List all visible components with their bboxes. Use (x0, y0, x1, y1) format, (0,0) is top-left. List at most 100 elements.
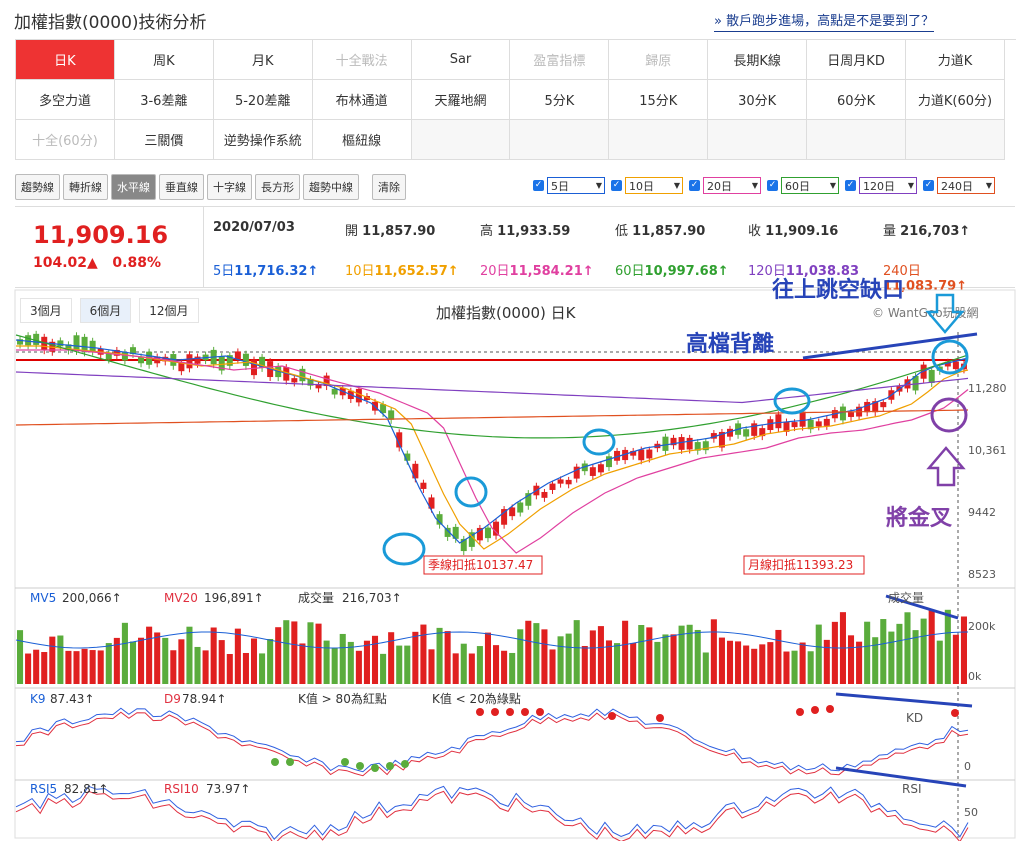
nav-item[interactable]: 30分K (708, 80, 808, 120)
candle-body (307, 378, 314, 386)
chart-text: 78.94↑ (182, 692, 226, 706)
draw-tool-button[interactable]: 垂直線 (159, 174, 204, 200)
low-label: 低 (615, 224, 629, 239)
nav-item[interactable]: 十全(60分) (16, 120, 115, 160)
nav-item[interactable]: 天羅地網 (411, 80, 511, 120)
nav-item[interactable]: 歸原 (609, 40, 709, 80)
draw-tool-button[interactable]: 十字線 (207, 174, 252, 200)
check-icon[interactable]: ✓ (845, 180, 856, 191)
ma-value-label: 120日 (748, 264, 786, 279)
nav-item[interactable]: 十全戰法 (312, 40, 412, 80)
nav-item[interactable]: 5-20差離 (213, 80, 313, 120)
clear-button[interactable]: 清除 (372, 174, 406, 200)
candle-body (315, 383, 322, 389)
check-icon[interactable]: ✓ (533, 180, 544, 191)
period-button[interactable]: 12個月 (139, 298, 199, 323)
ma-selector: ✓ 5日 ▼ (533, 177, 605, 194)
quote-divider (203, 207, 204, 287)
gap-circle (931, 339, 969, 375)
ma-select[interactable]: 20日 ▼ (703, 177, 761, 194)
nav-item[interactable]: 3-6差離 (114, 80, 214, 120)
nav-item[interactable]: 逆勢操作系統 (213, 120, 313, 160)
period-button[interactable]: 6個月 (79, 298, 132, 323)
news-link[interactable]: » 散戶跑步進場，高點是不是要到了？ (714, 10, 935, 32)
nav-item[interactable]: 布林通道 (312, 80, 412, 120)
nav-item[interactable]: Sar (411, 40, 511, 80)
volume-bar (97, 650, 104, 684)
nav-item[interactable]: 三關價 (114, 120, 214, 160)
price-change: 104.02▲ 0.88% (33, 255, 161, 271)
nav-item[interactable]: 月K (213, 40, 313, 80)
volume-label: 量 (883, 224, 897, 239)
ma-value-item: 20日11,584.21↑ (480, 260, 615, 294)
volume-bar (557, 636, 564, 684)
draw-tool-button[interactable]: 水平線 (111, 174, 156, 200)
kd-green-dot (401, 760, 409, 768)
nav-item[interactable]: 力道K(60分) (906, 80, 1005, 120)
candle-body (65, 344, 72, 351)
candle-body (557, 479, 564, 484)
candle-body (121, 352, 128, 361)
ma-select[interactable]: 10日 ▼ (625, 177, 683, 194)
check-icon[interactable]: ✓ (923, 180, 934, 191)
volume-bar (517, 629, 524, 684)
chart-text: 0k (968, 670, 982, 683)
nav-item[interactable]: 日K (16, 40, 115, 80)
nav-item[interactable]: 日周月KD (807, 40, 907, 80)
nav-item[interactable]: 周K (114, 40, 214, 80)
candle-body (944, 361, 951, 367)
kd-red-dot (536, 708, 544, 716)
gap-circle (454, 476, 488, 508)
draw-tool-button[interactable]: 長方形 (255, 174, 300, 200)
volume-bar (162, 637, 169, 684)
nav-item[interactable]: 長期K線 (708, 40, 808, 80)
nav-item[interactable]: 60分K (807, 80, 907, 120)
ma-line-5日 (15, 339, 969, 544)
ma-select[interactable]: 5日 ▼ (547, 177, 605, 194)
nav-item[interactable]: 力道K (906, 40, 1005, 80)
volume-bar (896, 623, 903, 684)
chart-text: MV5 (30, 591, 56, 605)
check-icon[interactable]: ✓ (611, 180, 622, 191)
nav-item[interactable]: 15分K (609, 80, 709, 120)
draw-tool-button[interactable]: 趨勢線 (15, 174, 60, 200)
high-item: 高 11,933.59 (480, 220, 615, 239)
volume-bar (25, 653, 32, 684)
candle-body (396, 432, 403, 448)
candle-body (622, 449, 629, 461)
ma-select[interactable]: 60日 ▼ (781, 177, 839, 194)
close-value: 11,909.16 (765, 224, 839, 239)
nav-item[interactable]: 5分K (510, 80, 610, 120)
page-title: 加權指數(0000)技術分析 (14, 13, 207, 33)
volume-bar (856, 641, 863, 684)
kd-green-dot (286, 758, 294, 766)
candle-body (33, 333, 40, 345)
kd-red-dot (826, 705, 834, 713)
nav-row: 十全(60分) 三關價 逆勢操作系統 樞紐線 (16, 120, 1016, 160)
volume-bar (791, 650, 798, 684)
check-icon[interactable]: ✓ (767, 180, 778, 191)
volume-bar (775, 629, 782, 684)
volume-bar (638, 624, 645, 684)
nav-item[interactable]: 樞紐線 (312, 120, 412, 160)
nav-item[interactable]: 盈富指標 (510, 40, 610, 80)
volume-bar (573, 620, 580, 684)
volume-bar (864, 621, 871, 684)
moving-average-lines (15, 334, 969, 554)
period-button[interactable]: 3個月 (20, 298, 72, 323)
ma-value-label: 60日 (615, 264, 645, 279)
ma-select[interactable]: 120日 ▼ (859, 177, 917, 194)
nav-item[interactable]: 多空力道 (16, 80, 115, 120)
chart-text: 216,703↑ (342, 591, 402, 605)
kd-green-dot (271, 758, 279, 766)
volume-bar (113, 637, 120, 684)
ma-select[interactable]: 240日 ▼ (937, 177, 995, 194)
volume-bar (129, 641, 137, 684)
draw-tool-button[interactable]: 趨勢中線 (303, 174, 359, 200)
draw-tool-button[interactable]: 轉折線 (63, 174, 108, 200)
volume-bar (694, 629, 701, 684)
check-icon[interactable]: ✓ (689, 180, 700, 191)
flag-box (743, 555, 865, 575)
ma-line-120日 (15, 371, 969, 404)
